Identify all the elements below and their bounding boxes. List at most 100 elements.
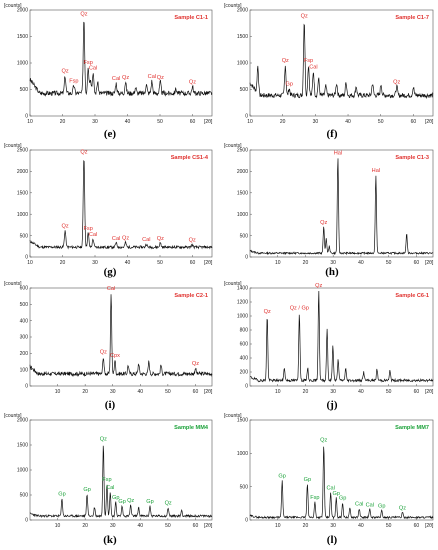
sample-title: Sample C2-1 [174,293,208,299]
y-tick-label: 2500 [237,148,248,154]
x-tick-label: 20 [303,523,309,529]
x-tick-label: 10 [247,119,253,125]
y-tick-label: 200 [20,351,29,357]
x-unit-label: [2θ] [425,119,434,125]
y-tick-label: 0 [245,114,248,120]
xrd-panel-h: 0 500 1000 1500 2000 2500 10 20 30 40 50 60 [counts]… [224,143,434,278]
x-tick-label: 60 [190,260,196,266]
y-tick-label: 400 [240,356,249,362]
y-unit-label: [counts] [224,3,242,9]
x-unit-label: [2θ] [204,523,213,529]
y-tick-label: 500 [20,87,29,93]
peak-label: Qz [157,75,164,81]
y-tick-label: 2000 [17,8,28,14]
peak-label: Gp [332,491,339,497]
y-tick-label: 1400 [237,286,248,292]
panel-label: (i) [105,399,116,411]
peak-label: Gp [304,477,311,483]
y-unit-label: [counts] [224,413,242,419]
x-unit-label: [2θ] [204,389,213,395]
y-tick-label: 500 [20,233,29,239]
peak-label: Cal [107,286,115,292]
y-tick-label: 1000 [237,212,248,218]
panel-label: (f) [327,128,338,140]
peak-label: Qz [100,437,107,443]
plot-frame [29,149,213,258]
y-tick-label: 1500 [17,443,28,449]
y-tick-label: 1500 [17,34,28,40]
panel-label: (l) [327,534,338,546]
y-unit-label: [counts] [4,281,22,287]
sample-title: Sample CS1-4 [171,155,209,161]
peak-label: Qz [80,11,87,17]
peak-label: Fsp [84,226,93,232]
y-tick-label: 1200 [237,300,248,306]
x-tick-label: 30 [330,389,336,395]
x-tick-label: 50 [157,119,163,125]
x-tick-label: 20 [280,119,286,125]
x-tick-label: 40 [358,260,364,266]
y-tick-label: 0 [245,255,248,261]
sample-title: Sample MM7 [395,425,429,431]
x-tick-label: 50 [157,260,163,266]
x-tick-label: 60 [411,119,417,125]
plot-frame [249,9,434,117]
peak-label: Gp [118,499,125,505]
xrd-panel-l: 0 500 1000 1500 10 20 30 40 50 60 [counts] [2θ] Samp… [224,413,434,546]
peak-label: Cal [148,74,156,80]
y-tick-label: 2000 [237,169,248,175]
sample-title: Sample C1-1 [174,15,208,21]
plot-frame [29,287,213,387]
y-tick-label: 1000 [237,451,248,457]
x-tick-label: 50 [378,119,384,125]
plot-frame [249,287,434,387]
peak-label: Cal [89,232,97,238]
y-tick-label: 1500 [237,418,248,424]
peak-label: Qz [62,223,69,229]
peak-label: Gp [378,504,385,510]
peak-label: Qz [62,69,69,75]
peak-label: Qz [320,438,327,444]
y-tick-label: 1500 [17,191,28,197]
diffractogram-trace [249,446,434,520]
y-tick-label: 500 [240,233,249,239]
peak-label: Fsp [69,78,78,84]
y-tick-label: 500 [240,87,249,93]
peak-label: Gp [339,496,346,502]
peak-label: Gp [83,487,90,493]
x-tick-label: 30 [330,260,336,266]
peak-label: Qz [189,79,196,85]
peak-label: Gp [58,492,65,498]
peak-label: Qz [315,283,322,289]
x-tick-label: 40 [125,260,131,266]
y-tick-label: 2000 [237,8,248,14]
xrd-panel-f: 0 500 1000 1500 2000 10 20 30 40 50 60 [counts] [2θ]… [224,3,434,140]
peak-label: Qz [264,309,271,315]
x-tick-label: 40 [358,389,364,395]
x-tick-label: 10 [55,389,61,395]
peak-label: Qz [189,238,196,244]
xrd-panel-i: 0 100 200 300 400 500 600 10 20 30 40 50 60 [counts] [… [4,281,213,411]
y-tick-label: 500 [20,302,29,308]
xrd-panel-e: 0 500 1000 1500 2000 10 20 30 40 50 60 [counts] [2θ]… [4,3,213,140]
sample-title: Sample MM4 [174,425,209,431]
peak-label: Qz [192,361,199,367]
peak-label: Qz [393,79,400,85]
plot-frame [29,9,213,117]
x-tick-label: 10 [55,523,61,529]
panel-label: (k) [103,534,117,546]
peak-label: Qz / Gp [290,306,309,312]
y-tick-label: 1000 [17,212,28,218]
x-tick-label: 10 [275,389,281,395]
plot-frame [249,419,434,521]
peak-label: Cal [326,486,334,492]
x-tick-label: 30 [92,260,98,266]
peak-label: Qz [122,75,129,81]
x-tick-label: 40 [138,389,144,395]
y-tick-label: 200 [240,370,249,376]
peak-label: Qz [165,501,172,507]
peak-label: Hal [334,150,342,156]
peak-label: Qz [399,506,406,512]
x-tick-label: 30 [110,523,116,529]
